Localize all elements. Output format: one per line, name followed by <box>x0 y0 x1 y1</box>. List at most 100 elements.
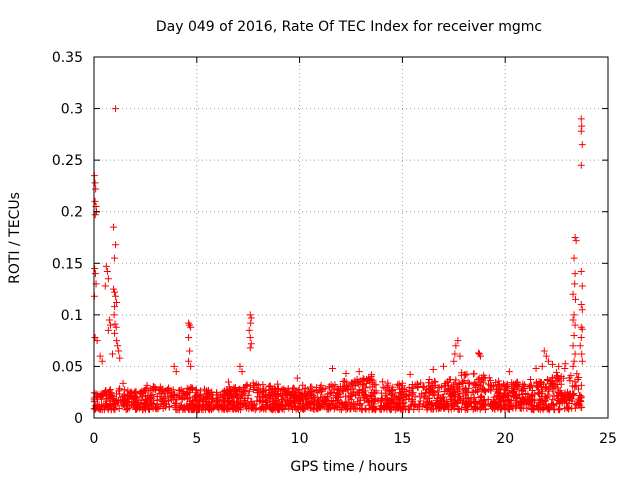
data-point <box>340 377 348 385</box>
data-point <box>175 406 183 414</box>
data-point <box>417 379 425 387</box>
data-point <box>266 389 274 397</box>
data-point <box>109 400 117 408</box>
data-point <box>185 334 193 342</box>
data-point <box>575 373 583 381</box>
data-point <box>180 392 188 400</box>
data-point <box>265 383 273 391</box>
data-point <box>101 388 109 396</box>
data-point <box>235 385 243 393</box>
data-point <box>455 380 463 388</box>
data-point <box>429 366 437 374</box>
data-point <box>226 391 234 399</box>
data-point <box>571 321 579 329</box>
data-point <box>545 385 553 393</box>
data-point <box>472 380 480 388</box>
data-point <box>119 379 127 387</box>
data-point <box>388 397 396 405</box>
data-point <box>571 234 579 241</box>
plot-frame <box>93 56 609 419</box>
data-point <box>217 391 225 399</box>
data-point <box>561 405 569 413</box>
data-point <box>328 364 336 372</box>
data-point <box>236 403 244 411</box>
data-point <box>241 402 249 410</box>
data-point <box>323 392 331 400</box>
data-point <box>577 334 585 342</box>
data-point <box>347 392 355 400</box>
data-point <box>105 316 113 324</box>
data-point <box>569 290 577 298</box>
data-point <box>379 378 387 386</box>
data-point <box>422 389 430 397</box>
data-point <box>106 386 114 394</box>
data-point <box>94 394 102 402</box>
data-point <box>112 241 120 249</box>
data-point <box>432 396 440 404</box>
data-point <box>185 357 193 365</box>
data-point <box>460 377 468 385</box>
data-point <box>384 381 392 389</box>
data-point <box>571 270 579 278</box>
data-point <box>221 405 229 413</box>
data-point <box>251 406 259 414</box>
data-point <box>127 400 135 408</box>
data-point <box>517 400 525 408</box>
grid-layer <box>94 57 608 418</box>
data-point <box>435 384 443 392</box>
data-point <box>308 385 316 393</box>
points-layer <box>90 105 586 414</box>
data-point <box>395 380 403 388</box>
data-point <box>111 320 119 328</box>
data-point <box>298 404 306 412</box>
data-point <box>214 402 222 410</box>
data-point <box>111 303 119 311</box>
data-point <box>577 127 585 135</box>
data-point <box>277 401 285 409</box>
data-point <box>154 404 162 412</box>
data-point <box>206 404 214 412</box>
data-point <box>571 350 579 358</box>
data-point <box>572 295 580 303</box>
data-point <box>208 398 216 406</box>
data-point <box>111 254 119 262</box>
data-point <box>133 395 141 403</box>
data-point <box>543 394 551 402</box>
data-point <box>502 401 510 409</box>
data-point <box>184 402 192 410</box>
data-point <box>527 400 535 408</box>
data-point <box>225 396 233 404</box>
data-point <box>541 397 549 405</box>
data-point <box>247 340 255 348</box>
data-point <box>463 401 471 409</box>
data-point <box>466 397 474 405</box>
data-point <box>119 395 127 403</box>
data-point <box>408 401 416 409</box>
data-point <box>282 391 290 399</box>
data-point <box>103 402 111 410</box>
data-point <box>334 386 342 394</box>
data-point <box>476 382 484 390</box>
data-point <box>464 378 472 386</box>
data-point <box>152 386 160 394</box>
data-point <box>576 342 584 350</box>
data-point <box>315 397 323 405</box>
data-point <box>274 380 282 388</box>
data-point <box>577 115 585 123</box>
data-point <box>456 352 464 360</box>
data-point <box>504 398 512 406</box>
data-point <box>307 390 315 398</box>
data-point <box>481 374 489 382</box>
data-point <box>382 389 390 397</box>
data-point <box>295 387 303 395</box>
data-point <box>554 384 562 392</box>
data-point <box>344 405 352 413</box>
data-point <box>246 311 254 319</box>
data-point <box>314 389 322 397</box>
data-point <box>443 397 451 405</box>
data-point <box>418 390 426 398</box>
data-point <box>165 403 173 411</box>
data-point <box>295 406 303 414</box>
data-point <box>201 385 209 393</box>
data-point <box>104 275 112 283</box>
